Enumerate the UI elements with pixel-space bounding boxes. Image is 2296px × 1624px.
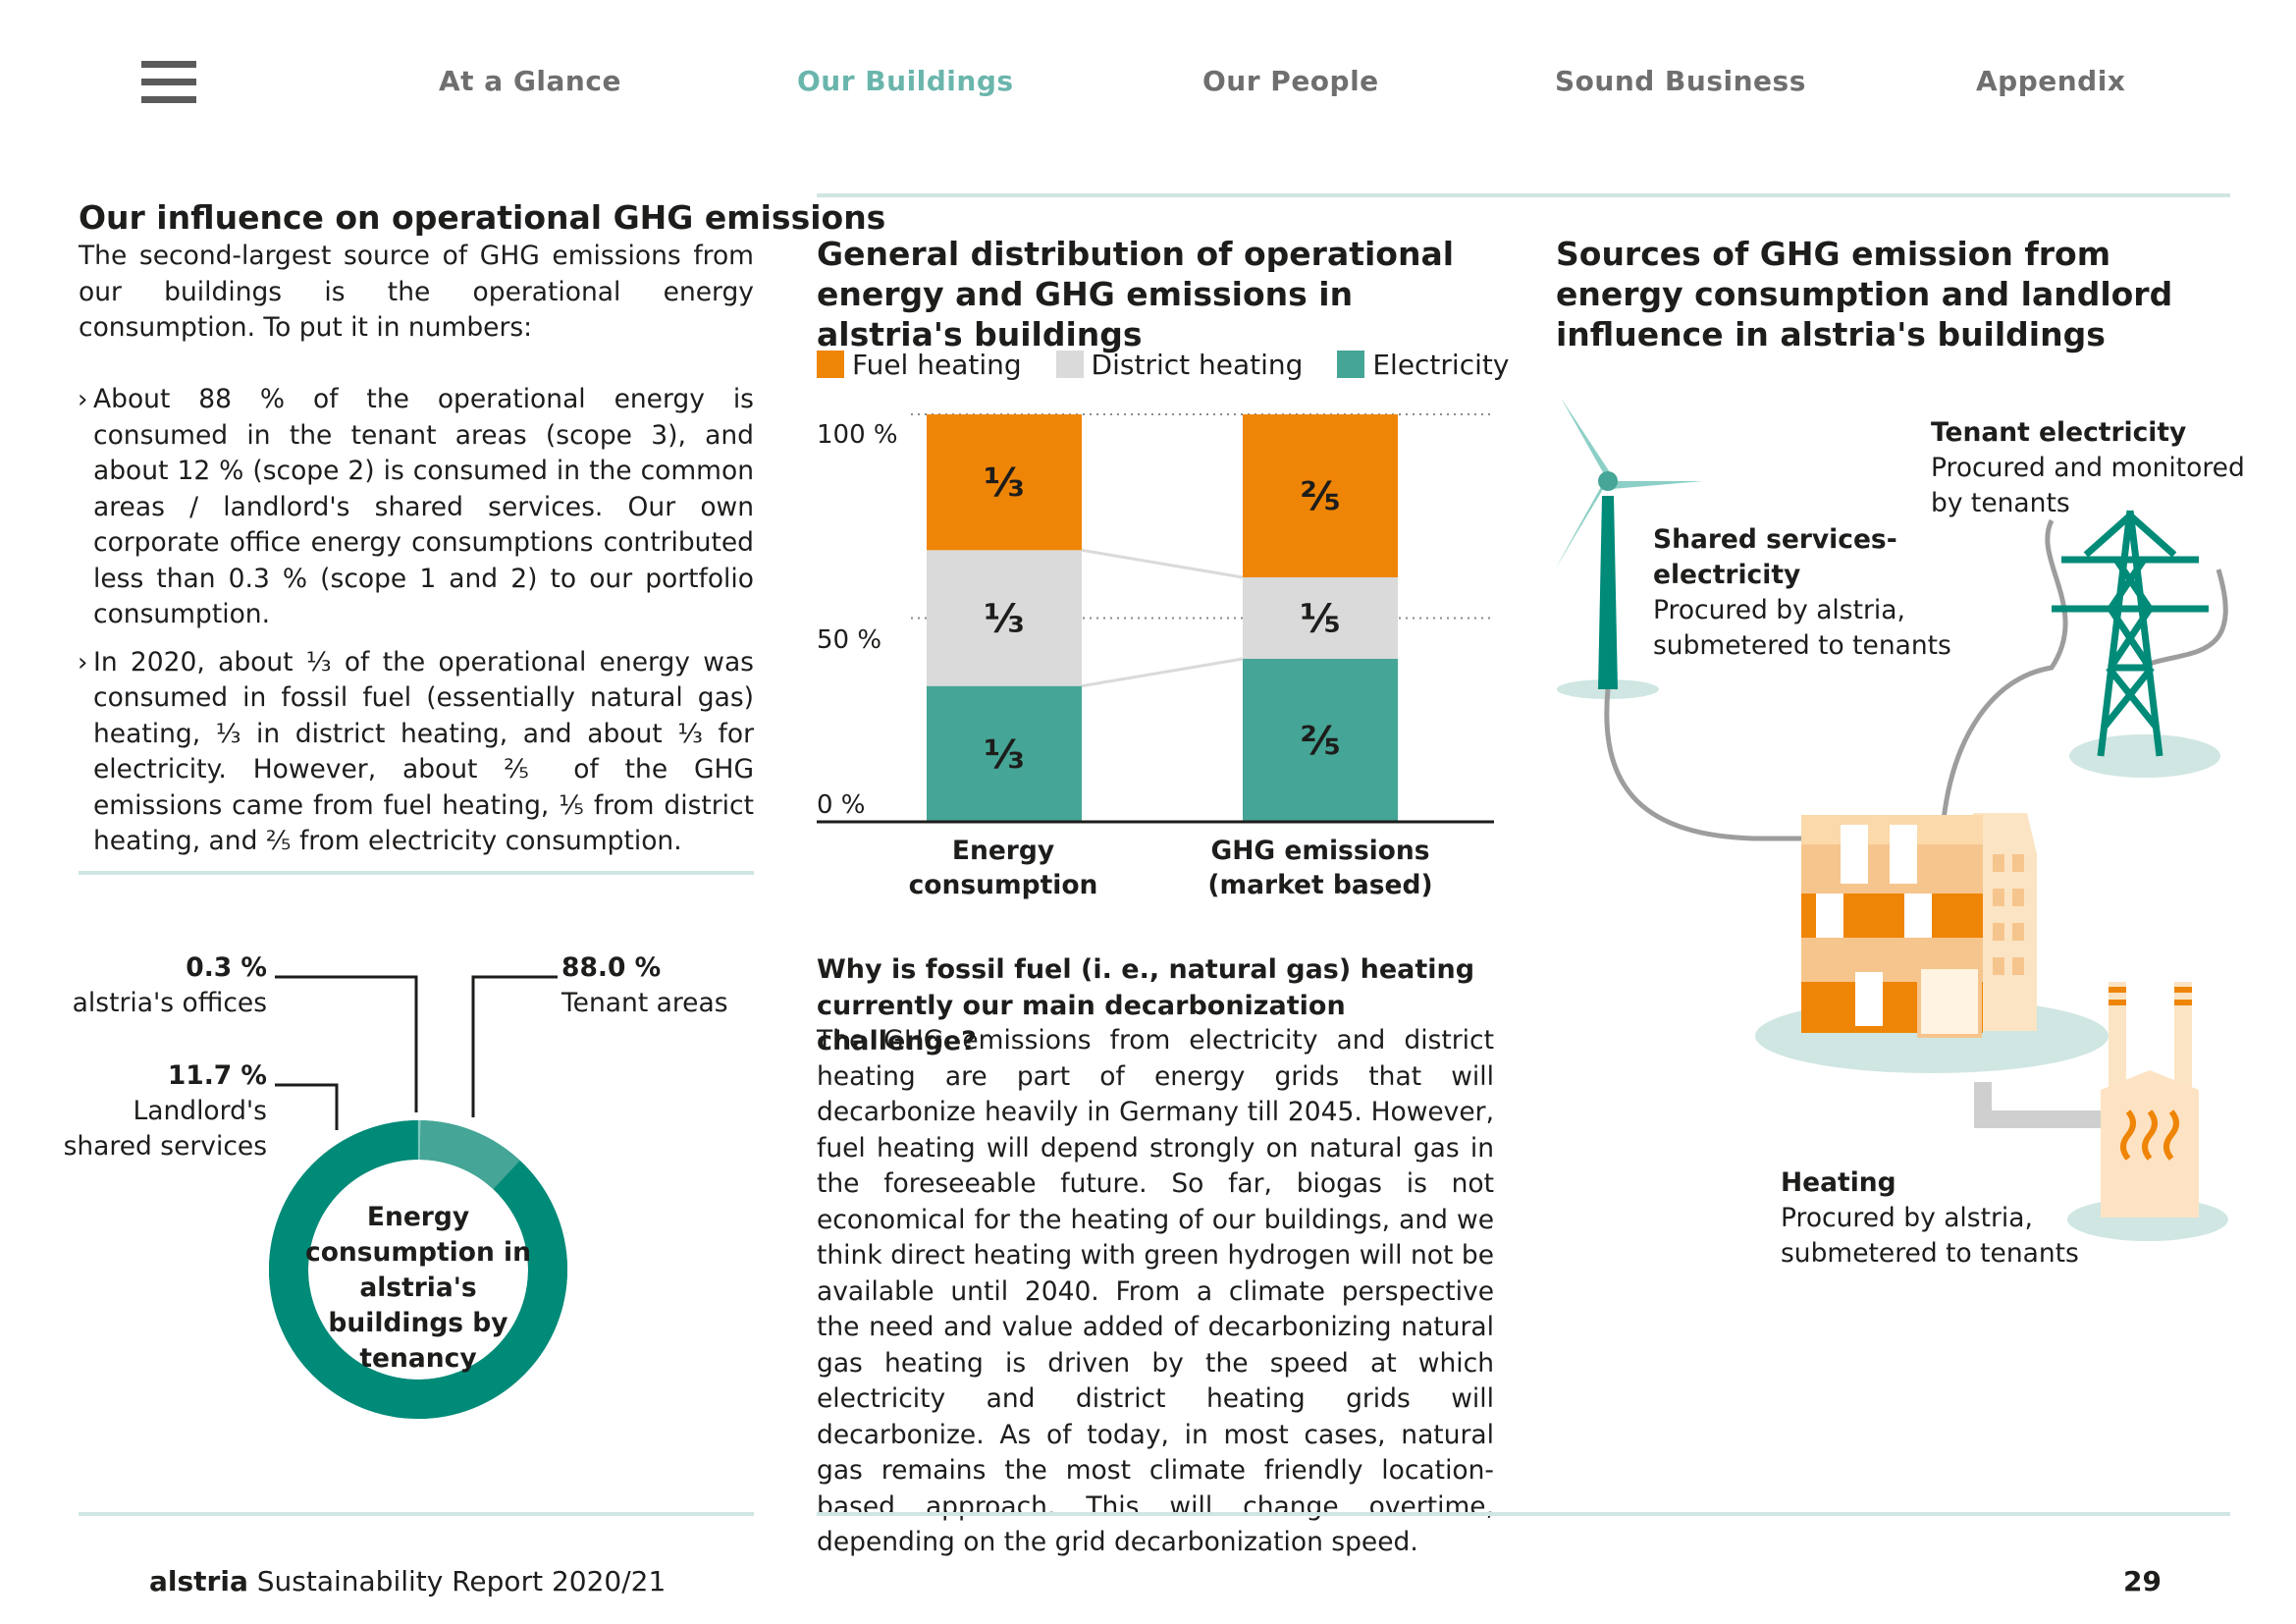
heating-head: Heating <box>1781 1167 1896 1198</box>
sources-title: Sources of GHG emission from energy cons… <box>1556 235 2173 353</box>
turbine-blade <box>1561 398 1612 481</box>
turbine-tower <box>1598 496 1618 689</box>
pylon-cable-left <box>1941 518 2068 821</box>
bar-value-label: ⅖ <box>1300 719 1340 764</box>
shared-services-text: Procured by alstria, submetered to tenan… <box>1653 595 1951 661</box>
donut-center-label: Energy consumption in alstria's building… <box>305 1202 531 1374</box>
divider <box>817 193 2230 197</box>
footer-report-title: Sustainability Report 2020/21 <box>256 1565 667 1597</box>
divider <box>79 871 754 875</box>
building-icon <box>1801 813 2037 1038</box>
nav-at-a-glance[interactable]: At a Glance <box>439 65 621 97</box>
shared-services-label: Shared services-electricity Procured by … <box>1653 522 1977 664</box>
legend-item-district: District heating <box>1055 349 1303 381</box>
leader-line-offices <box>275 975 418 1112</box>
heating-plant-icon <box>2101 982 2199 1218</box>
bar-segment <box>1243 659 1398 822</box>
divider <box>79 1512 754 1516</box>
heating-label: Heating Procured by alstria, submetered … <box>1781 1165 2105 1272</box>
donut-name-tenant: Tenant areas <box>561 988 728 1018</box>
donut-value-shared: 11.7 % <box>167 1060 267 1091</box>
bar-segment <box>927 550 1082 686</box>
nav-our-people[interactable]: Our People <box>1202 65 1379 97</box>
y-tick-100: 100 % <box>817 420 898 450</box>
bar-value-label: ⅕ <box>1300 597 1340 642</box>
leader-line-shared <box>275 1083 339 1130</box>
pylon-cable-right <box>2138 568 2228 671</box>
chart-title: General distribution of operational ener… <box>817 235 1455 353</box>
bar-value-label: ⅓ <box>984 732 1024 778</box>
bullet-marker: › <box>78 385 88 414</box>
bullet-text: In 2020, about ⅓ of the operational ener… <box>93 646 754 857</box>
legend-swatch <box>1337 351 1365 378</box>
bullet-marker: › <box>78 647 88 677</box>
pylon-ground <box>2069 734 2220 778</box>
bar-segment <box>1243 414 1398 577</box>
bullet-item: › About 88 % of the operational energy i… <box>78 382 754 633</box>
heating-text: Procured by alstria, submetered to tenan… <box>1781 1203 2079 1269</box>
legend-swatch <box>817 351 844 378</box>
shared-services-head: Shared services-electricity <box>1653 524 1897 590</box>
bar-value-label: ⅓ <box>984 597 1024 642</box>
leader-line-tenant <box>471 975 558 1117</box>
footer-brand: alstria <box>149 1565 248 1597</box>
bar-segment <box>927 414 1082 551</box>
y-tick-0: 0 % <box>817 790 866 820</box>
menu-icon[interactable] <box>141 61 196 104</box>
legend: Fuel heating District heating Electricit… <box>817 349 1509 381</box>
bar-segment <box>927 685 1082 822</box>
turbine-cable <box>1604 688 1806 841</box>
nav-our-buildings[interactable]: Our Buildings <box>797 65 1014 97</box>
bar-value-label: ⅓ <box>984 460 1024 506</box>
section-title: Our influence on operational GHG emissio… <box>79 198 886 237</box>
y-tick-50: 50 % <box>817 625 882 655</box>
legend-item-fuel: Fuel heating <box>817 349 1022 381</box>
stacked-bar-chart: ⅓ ⅓ ⅓ ⅖ ⅕ ⅖ <box>817 413 1494 824</box>
energy-sources-illustration <box>1555 398 2228 1241</box>
bar-segment <box>1243 577 1398 659</box>
bar-value-label: ⅖ <box>1300 474 1340 519</box>
donut-value-offices: 0.3 % <box>186 952 267 983</box>
donut-name-offices: alstria's offices <box>72 988 267 1018</box>
donut-segment <box>269 1120 567 1419</box>
x-category-energy: Energy consumption <box>908 836 1098 900</box>
x-category-ghg: GHG emissions (market based) <box>1207 836 1433 900</box>
connector-line <box>1081 548 1244 579</box>
tenant-electricity-head: Tenant electricity <box>1931 417 2187 448</box>
bullet-item: › In 2020, about ⅓ of the operational en… <box>78 645 754 860</box>
donut-chart <box>269 975 567 1419</box>
note-body: The GHG emissions from electricity and d… <box>817 1025 1494 1557</box>
donut-segment <box>269 1120 567 1419</box>
tenant-electricity-label: Tenant electricity Procured and monitore… <box>1931 415 2255 521</box>
turbine-blade <box>1608 481 1703 489</box>
divider <box>817 1512 2230 1516</box>
legend-swatch <box>1055 351 1084 378</box>
nav-appendix[interactable]: Appendix <box>1976 65 2126 97</box>
footer-report: alstria Sustainability Report 2020/21 <box>149 1565 666 1597</box>
nav-sound-business[interactable]: Sound Business <box>1555 65 1806 97</box>
page-number: 29 <box>2123 1565 2162 1597</box>
bullet-list: › About 88 % of the operational energy i… <box>78 382 754 860</box>
tenant-electricity-text: Procured and monitored by tenants <box>1931 453 2245 518</box>
donut-name-shared: Landlord's shared services <box>63 1096 267 1162</box>
donut-value-tenant: 88.0 % <box>561 952 662 983</box>
bullet-text: About 88 % of the operational energy is … <box>93 384 754 629</box>
heating-pipe <box>1974 1082 2101 1128</box>
pylon-icon <box>2052 510 2209 757</box>
turbine-hub <box>1598 471 1618 491</box>
intro-text: The second-largest source of GHG emissio… <box>79 241 754 343</box>
connector-line <box>1081 657 1244 688</box>
note-heading: Why is fossil fuel (i. e., natural gas) … <box>817 954 1475 1056</box>
turbine-blade <box>1555 481 1608 569</box>
legend-item-electricity: Electricity <box>1337 349 1509 381</box>
